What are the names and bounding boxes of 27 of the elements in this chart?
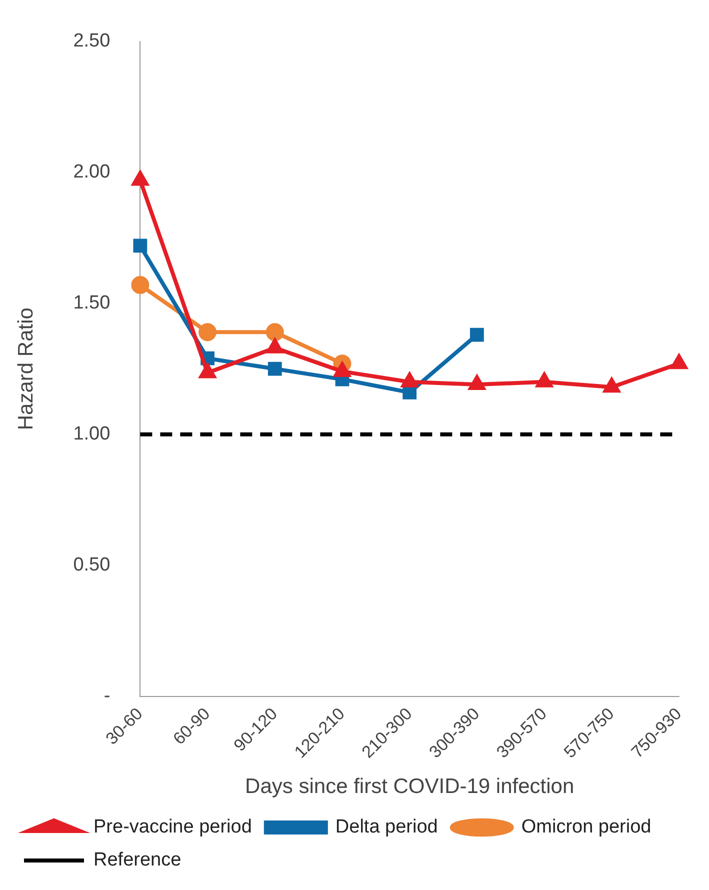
y-tick-label: 1.00: [73, 424, 110, 445]
point: [402, 385, 417, 400]
point: [198, 323, 217, 342]
legend-label: Delta period: [335, 816, 438, 838]
point: [468, 376, 486, 390]
y-tick-label: 0.50: [73, 554, 110, 576]
legend-label: Pre-vaccine period: [94, 816, 252, 838]
point: [266, 323, 284, 342]
legend-label: Omicron period: [521, 816, 652, 838]
y-tick-label: -: [104, 685, 110, 706]
x-axis-title: Days since first COVID-19 infection: [245, 775, 574, 798]
point: [199, 364, 216, 378]
y-tick-label: 1.50: [73, 292, 110, 314]
y-tick-label: 2.50: [73, 30, 110, 52]
point: [268, 362, 282, 376]
y-axis-title: Hazard Ratio: [14, 308, 38, 430]
point: [470, 328, 484, 342]
point: [604, 378, 620, 393]
point: [133, 238, 148, 253]
point: [266, 338, 283, 354]
point: [131, 276, 150, 294]
y-tick-label: 2.00: [73, 162, 110, 183]
point: [402, 372, 418, 388]
legend-label: Reference: [94, 850, 182, 871]
point: [334, 362, 350, 377]
point: [670, 354, 688, 370]
point: [536, 372, 552, 388]
